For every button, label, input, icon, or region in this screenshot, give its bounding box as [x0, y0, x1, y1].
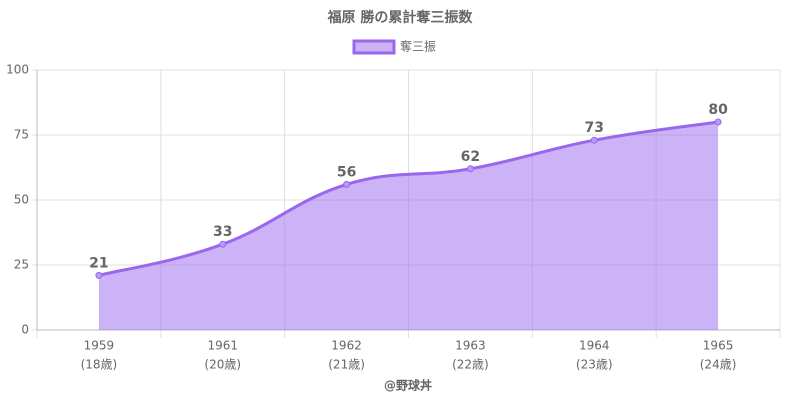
y-tick-label: 50: [14, 193, 29, 207]
line: [98, 120, 719, 277]
y-tick-label: 0: [21, 323, 29, 337]
legend-swatch: [352, 39, 396, 55]
point: [466, 165, 474, 173]
x-tick-label: 1965: [703, 339, 734, 353]
x-tick-label: 1963: [455, 339, 486, 353]
x-tick-label: 1962: [331, 339, 362, 353]
x-tick-label: (21歳): [328, 358, 365, 372]
x-tick-label: (24歳): [700, 358, 737, 372]
point: [590, 136, 598, 144]
data-label: 80: [708, 102, 728, 118]
x-tick-label: 1959: [84, 339, 115, 353]
data-label: 62: [461, 149, 480, 165]
x-tick-label: (22歳): [452, 358, 489, 372]
x-tick-label: (23歳): [576, 358, 613, 372]
point: [343, 180, 351, 188]
data-label: 56: [337, 164, 356, 180]
x-tick-label: 1961: [207, 339, 238, 353]
y-tick-label: 25: [14, 258, 29, 272]
data-label: 33: [213, 224, 232, 240]
data-label: 73: [585, 120, 604, 136]
x-tick-label: 1964: [579, 339, 610, 353]
point: [714, 118, 722, 126]
y-tick-label: 100: [6, 63, 29, 77]
x-axis-label: @野球丼: [384, 378, 432, 393]
x-tick-label: (18歳): [81, 358, 118, 372]
x-tick-label: (20歳): [204, 358, 241, 372]
point: [95, 271, 103, 279]
chart-title: 福原 勝の累計奪三振数: [327, 9, 474, 26]
legend-label: 奪三振: [400, 39, 436, 54]
y-tick-label: 75: [14, 128, 29, 142]
area: [98, 122, 719, 330]
point: [219, 240, 227, 248]
data-label: 21: [89, 255, 108, 271]
